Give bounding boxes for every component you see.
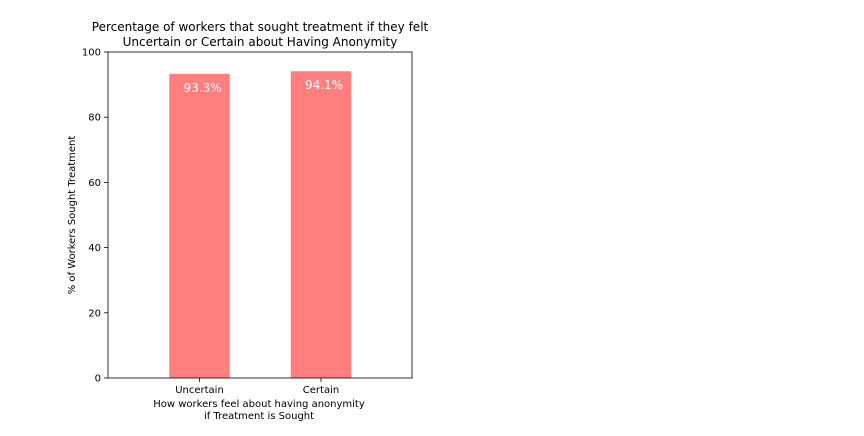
bar (290, 71, 352, 378)
bar-value-label: 94.1% (305, 78, 343, 92)
plot-area: 93.3% 94.1% (169, 71, 352, 378)
y-tick-label: 80 (88, 113, 101, 124)
chart-title-line: Percentage of workers that sought treatm… (92, 20, 429, 34)
y-axis-label: % of Workers Sought Treatment (67, 136, 78, 295)
x-axis: Uncertain Certain (175, 378, 339, 396)
bar-value-label: 93.3% (183, 81, 221, 95)
y-tick-label: 60 (88, 178, 101, 189)
y-tick-label: 100 (82, 48, 101, 59)
x-tick-label: Uncertain (175, 385, 224, 396)
x-axis-label-line: if Treatment is Sought (204, 411, 314, 422)
bar (169, 73, 230, 378)
y-axis: 0 20 40 60 80 100 (82, 48, 108, 385)
y-tick-label: 40 (88, 243, 101, 254)
y-tick-label: 20 (88, 308, 101, 319)
x-axis-label: How workers feel about having anonymity i… (153, 399, 365, 422)
x-axis-label-line: How workers feel about having anonymity (153, 399, 365, 410)
y-tick-label: 0 (95, 374, 101, 385)
chart-title: Percentage of workers that sought treatm… (92, 20, 429, 49)
x-tick-label: Certain (303, 385, 339, 396)
axes-frame (107, 51, 413, 379)
chart-title-line: Uncertain or Certain about Having Anonym… (123, 35, 398, 49)
